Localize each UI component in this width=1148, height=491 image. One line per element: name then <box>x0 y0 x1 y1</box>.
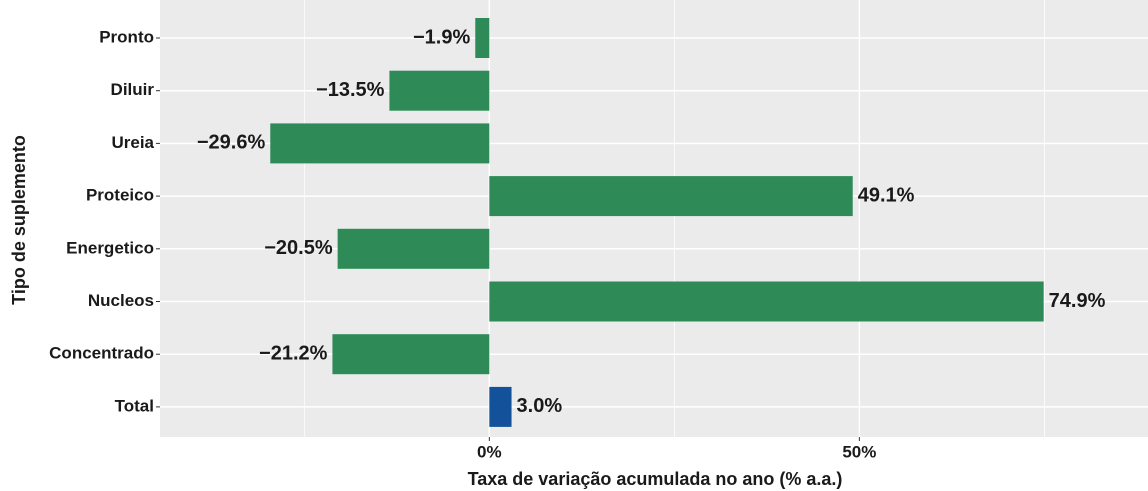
plot-background <box>160 0 1148 437</box>
y-tick-label: Ureia <box>111 133 154 152</box>
y-tick-label: Pronto <box>99 27 154 46</box>
bar <box>270 123 490 164</box>
x-tick-label: 50% <box>842 442 876 461</box>
bar <box>489 281 1044 322</box>
y-tick-label: Energetico <box>66 238 154 257</box>
value-label: 74.9% <box>1049 290 1106 312</box>
bar <box>337 228 490 269</box>
y-tick-label: Total <box>115 396 154 415</box>
bar <box>489 386 512 427</box>
value-label: −21.2% <box>259 342 328 364</box>
y-axis-title: Tipo de suplemento <box>9 135 29 305</box>
x-tick-label: 0% <box>477 442 502 461</box>
value-label: −29.6% <box>197 132 266 154</box>
y-tick-label: Proteico <box>86 186 154 205</box>
value-label: −1.9% <box>413 26 470 48</box>
y-tick-label: Nucleos <box>88 291 154 310</box>
x-axis-title: Taxa de variação acumulada no ano (% a.a… <box>468 469 843 489</box>
y-tick-label: Concentrado <box>49 344 154 363</box>
bar <box>475 18 490 58</box>
value-label: 49.1% <box>858 184 915 206</box>
bar <box>489 176 853 217</box>
value-label: 3.0% <box>517 395 563 417</box>
value-label: −20.5% <box>264 237 333 259</box>
bar <box>332 334 490 375</box>
value-label: −13.5% <box>316 79 385 101</box>
y-tick-label: Diluir <box>111 80 155 99</box>
bar <box>389 70 490 111</box>
